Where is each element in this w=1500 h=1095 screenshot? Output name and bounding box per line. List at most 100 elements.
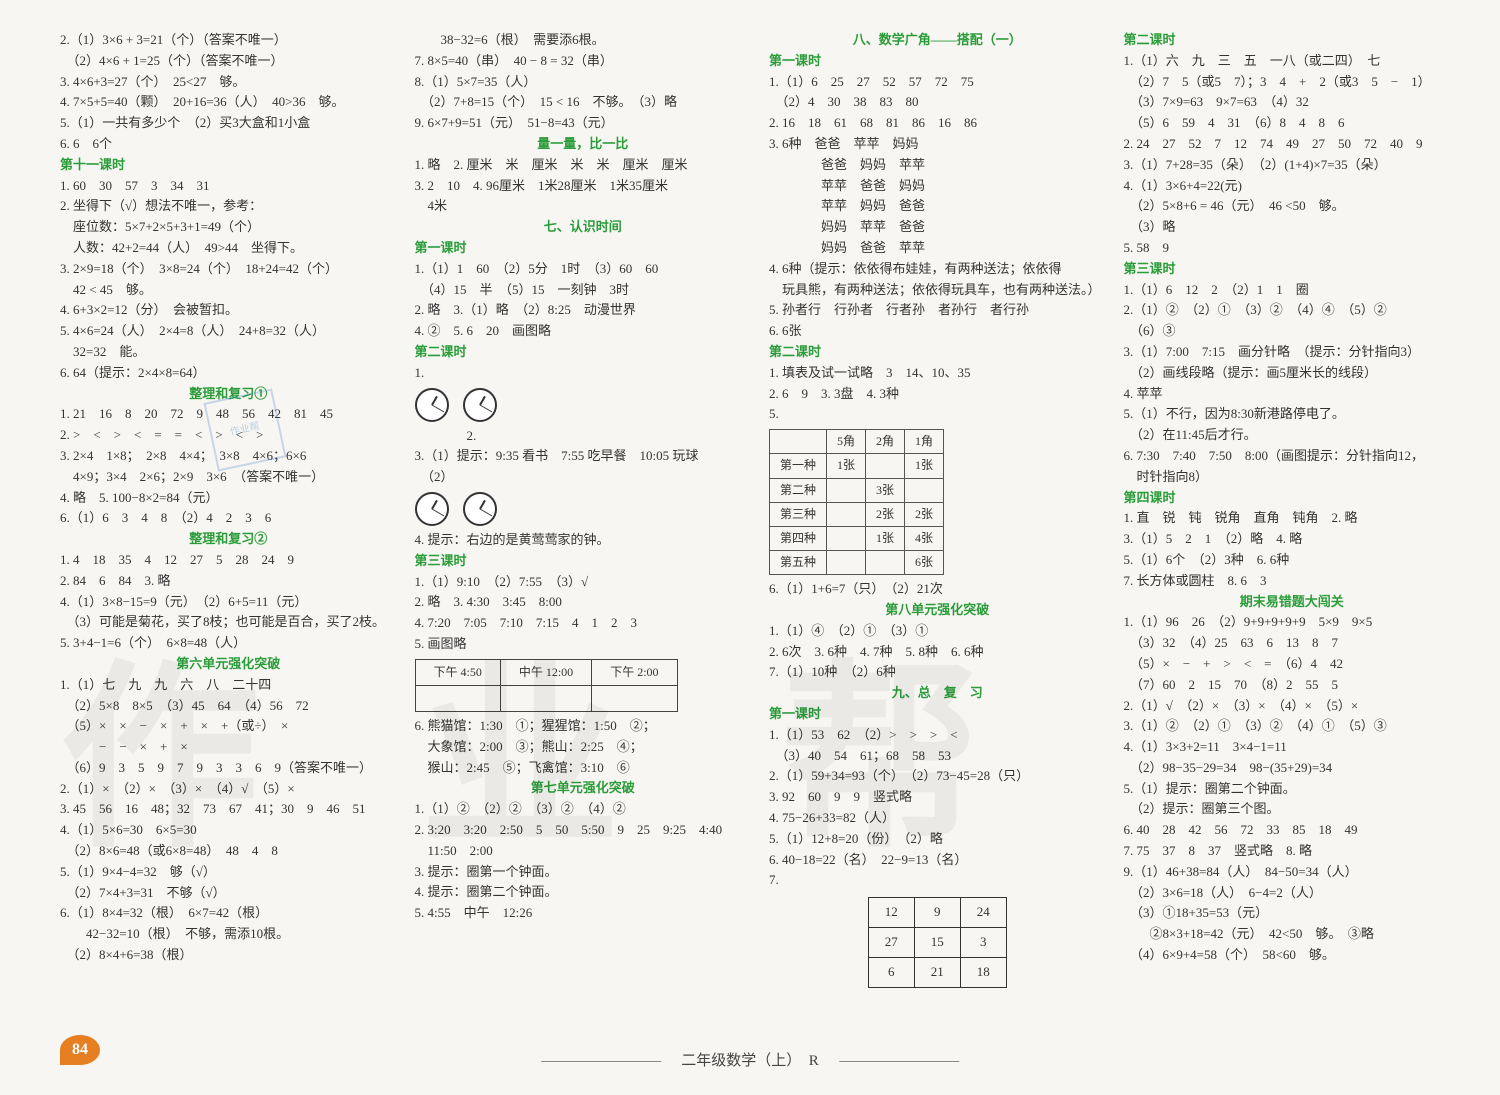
text-line: 6.（1）8×4=32（根） 6×7=42（根） [60,903,397,924]
text-line: （2）5×8 8×5 （3）45 64 （4）56 72 [60,696,397,717]
clock-row [415,388,752,422]
section-heading: 第十一课时 [60,155,397,176]
section-heading: 第一课时 [769,704,1106,725]
text-line: 3. 2×9=18（个） 3×8=24（个） 18+24=42（个） [60,259,397,280]
text-line: 4米 [415,196,752,217]
table-cell [905,478,944,502]
section-heading: 整理和复习② [60,529,397,550]
section-heading: 第一课时 [769,51,1106,72]
table-cell [415,685,500,711]
section-heading: 第二课时 [769,342,1106,363]
footer-dash-right [839,1061,959,1062]
text-line: （2）7+8=15（个） 15 < 16 不够。 （3）略 [415,92,752,113]
table-cell [827,502,866,526]
text-line: 32=32 能。 [60,342,397,363]
text-line: （3）40 54 61；68 58 53 [769,746,1106,767]
text-line: 7. [769,870,1106,891]
text-line: 2. 84 6 84 3. 略 [60,571,397,592]
text-line: （2）3×6=18（人） 6−4=2（人） [1124,883,1461,904]
text-line: 4. ② 5. 6 20 画图略 [415,321,752,342]
table-cell: 第二种 [770,478,827,502]
table-cell: 27 [868,928,914,958]
text-line: 2. 略 3.（1）略 （2）8:25 动漫世界 [415,300,752,321]
section-heading: 七、认识时间 [415,217,752,238]
table-cell: 第一种 [770,454,827,478]
table-cell: 第三种 [770,502,827,526]
text-line: 3.（1）7+28=35（朵） （2）(1+4)×7=35（朵） [1124,155,1461,176]
text-line: （3）可能是菊花，买了8枝；也可能是百合，买了2枝。 [60,612,397,633]
section-heading: 第六单元强化突破 [60,654,397,675]
text-line: 6. 40 28 42 56 72 33 85 18 49 [1124,820,1461,841]
section-heading: 第二课时 [1124,30,1461,51]
text-line: （2）4×6 + 1=25（个）（答案不唯一） [60,51,397,72]
table-cell: 4张 [905,526,944,550]
text-line: 3. 92 60 9 9 竖式略 [769,787,1106,808]
text-line: 5.（1）12+8=20（份） （2）略 [769,829,1106,850]
text-line: 5. 4:55 中午 12:26 [415,903,752,924]
table-cell: 2张 [866,502,905,526]
table-cell: 1张 [827,454,866,478]
text-line: 1. 略 2. 厘米 米 厘米 米 米 厘米 厘米 [415,155,752,176]
text-line: （2）98−35−29=34 98−(35+29)=34 [1124,758,1461,779]
text-line: 1. [415,363,752,384]
text-line: （5）× × − × + × +（或÷） × [60,716,397,737]
table-cell: 第四种 [770,526,827,550]
text-line: 4.（1）3×8−15=9（元） （2）6+5=11（元） [60,592,397,613]
text-line: 2. 6次 3. 6种 4. 7种 5. 8种 6. 6种 [769,642,1106,663]
text-line: 1.（1）96 26 （2）9+9+9+9+9 5×9 9×5 [1124,612,1461,633]
section-heading: 整理和复习① [60,384,397,405]
text-line: 4.（1）3×6+4=22(元) [1124,176,1461,197]
section-heading: 九、总 复 习 [769,683,1106,704]
table-cell [592,685,677,711]
table-cell: 下午 4:50 [415,659,500,685]
column-1: 2.（1）3×6 + 3=21（个）（答案不唯一） （2）4×6 + 1=25（… [60,30,397,994]
table-cell: 9 [914,898,960,928]
text-line: − − × + × [60,737,397,758]
text-line: 4×9；3×4 2×6；2×9 3×6 （答案不唯一） [60,467,397,488]
column-4: 第二课时1.（1）六 九 三 五 一八（或二四） 七 （2）7 5（或5 7）；… [1124,30,1461,994]
text-line: 时针指向8） [1124,467,1461,488]
table-cell: 1张 [905,454,944,478]
text-line: 6. 64（提示：2×4×8=64） [60,363,397,384]
text-line: 5. 画图略 [415,634,752,655]
section-heading: 期末易错题大闯关 [1124,592,1461,613]
magic-square-table: 129242715362118 [868,897,1007,987]
text-line: 1.（1）6 25 27 52 57 72 75 [769,72,1106,93]
text-line: （2）4 30 38 83 80 [769,92,1106,113]
table-cell: 21 [914,957,960,987]
text-line: 6.（1）1+6=7（只） （2）21次 [769,579,1106,600]
text-line: 2. 6 9 3. 3盘 4. 3种 [769,384,1106,405]
text-line: （4）6×9+4=58（个） 58<60 够。 [1124,945,1461,966]
text-line: ②8×3+18=42（元） 42<50 够。 ③略 [1124,924,1461,945]
clock-row [415,492,752,526]
text-line: 苹苹 爸爸 妈妈 [769,176,1106,197]
text-line: 3.（1）② （2）① （3）② （4）① （5）③ [1124,716,1461,737]
text-line: 6. 6 6个 [60,134,397,155]
text-line: 3. 45 56 16 48；32 73 67 41；30 9 46 51 [60,799,397,820]
text-line: （3）32 （4）25 63 6 13 8 7 [1124,633,1461,654]
text-line: 1.（1）④ （2）① （3）① [769,621,1106,642]
text-line: 5.（1）9×4−4=32 够（√） [60,862,397,883]
text-line: 苹苹 妈妈 爸爸 [769,196,1106,217]
table-cell [500,685,591,711]
clock-icon [415,492,449,526]
text-line: 7. 8×5=40（串） 40 − 8 = 32（串） [415,51,752,72]
text-line: 4. 6+3×2=12（分） 会被暂扣。 [60,300,397,321]
text-line: 2.（1）59+34=93（个） （2）73−45=28（只） [769,766,1106,787]
text-line: 2.（1）× （2）× （3）× （4）√ （5）× [60,779,397,800]
text-line: 5. 孙者行 行孙者 行者孙 者孙行 者行孙 [769,300,1106,321]
text-line: 爸爸 妈妈 苹苹 [769,155,1106,176]
text-line: 38−32=6（根） 需要添6根。 [415,30,752,51]
text-line: （2）在11:45后才行。 [1124,425,1461,446]
text-line: 5. 3+4−1=6（个） 6×8=48（人） [60,633,397,654]
table-cell [827,478,866,502]
text-line: 4. 7:20 7:05 7:10 7:15 4 1 2 3 [415,613,752,634]
text-line: 6.（1）6 3 4 8 （2）4 2 3 6 [60,508,397,529]
text-line: 5.（1）不行，因为8:30新港路停电了。 [1124,404,1461,425]
text-line: （6）9 3 5 9 7 9 3 3 6 9（答案不唯一） [60,758,397,779]
text-line: 4.（1）3×3+2=11 3×4−1=11 [1124,737,1461,758]
text-line: 3. 2×4 1×8； 2×8 4×4； 3×8 4×6；6×6 [60,446,397,467]
text-line: 妈妈 爸爸 苹苹 [769,238,1106,259]
text-line: 4. 7×5+5=40（颗） 20+16=36（人） 40>36 够。 [60,92,397,113]
table-cell: 下午 2:00 [592,659,677,685]
